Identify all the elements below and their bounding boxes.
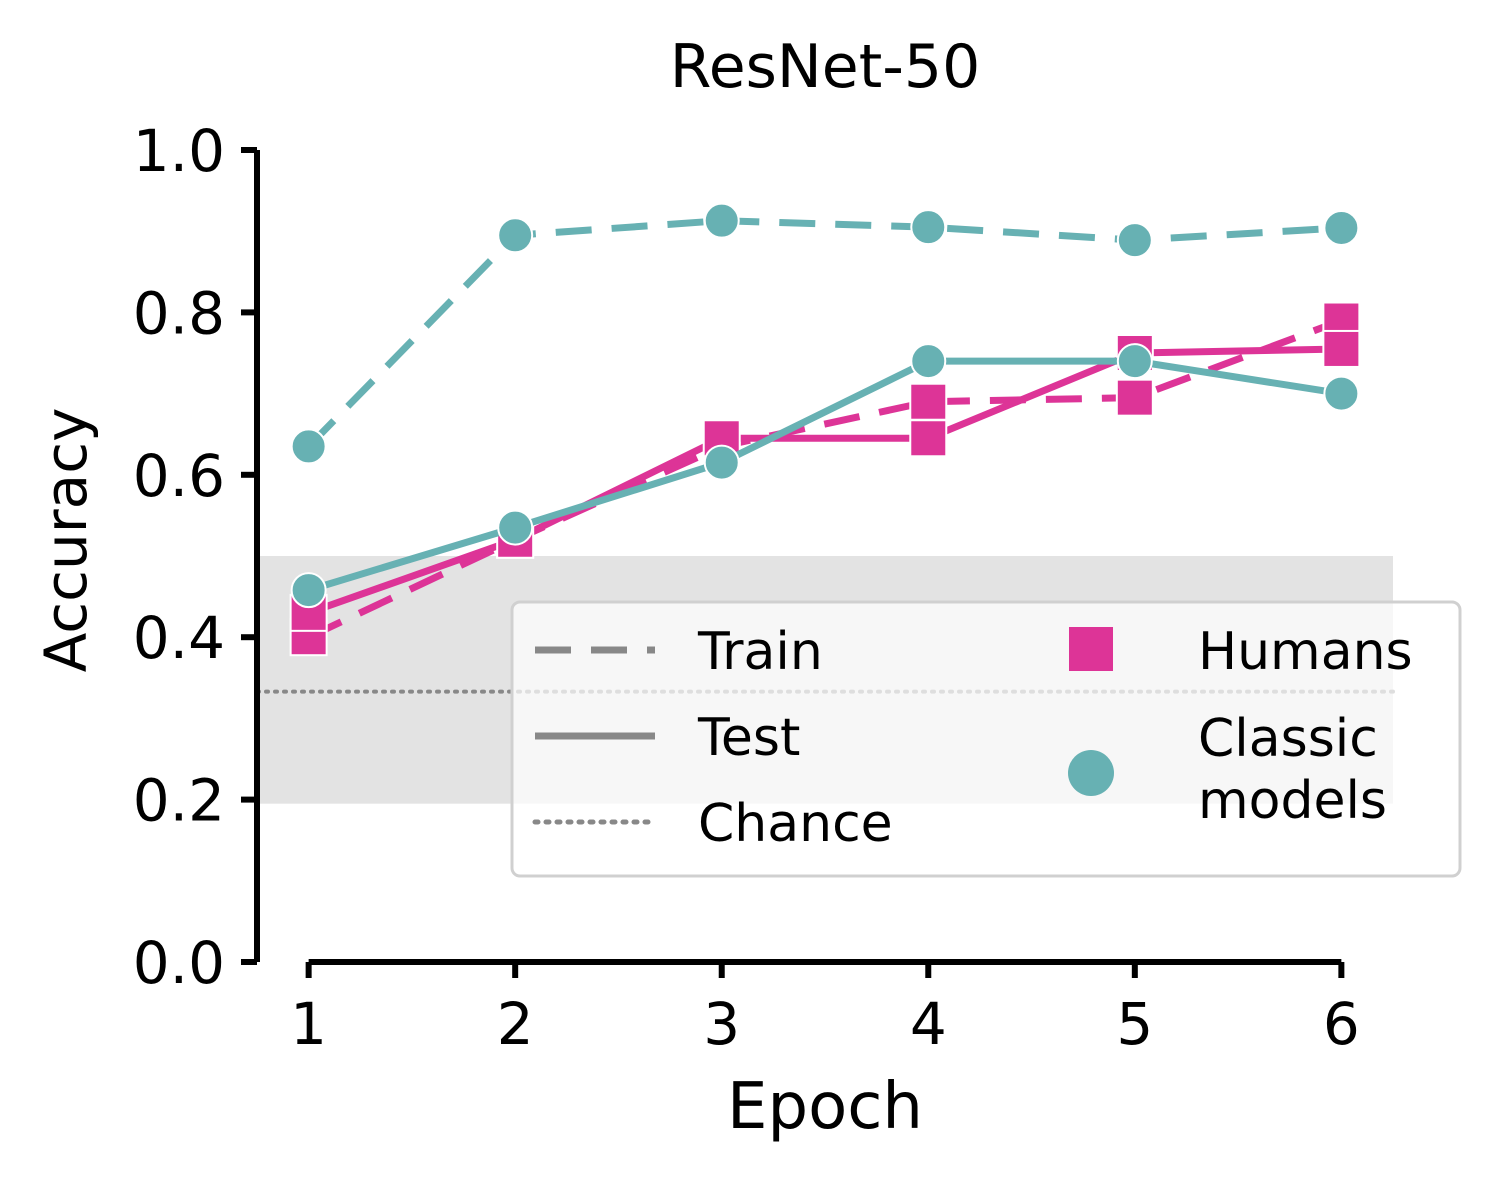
x-axis-label: Epoch [727, 1070, 923, 1144]
data-point-circle [497, 509, 534, 546]
data-point-circle [1116, 222, 1153, 259]
series-classic-models-train [290, 202, 1360, 465]
data-point-circle [290, 572, 327, 609]
data-point-circle [703, 202, 740, 239]
series-classic-models-test [290, 343, 1360, 609]
y-tick-label: 0.8 [133, 279, 225, 347]
y-axis-label: Accuracy [32, 408, 100, 673]
chart-title: ResNet-50 [670, 32, 981, 102]
legend-entries: Train Test Chance Humans Classic models [532, 622, 1413, 854]
series-line [307, 345, 1342, 617]
series-line [306, 217, 1342, 449]
legend-label: Test [697, 708, 800, 768]
legend-label: Train [697, 622, 823, 682]
y-tick-label: 0.0 [133, 929, 225, 997]
y-tick-label: 0.4 [133, 604, 225, 672]
data-point-square [909, 382, 948, 421]
data-point-circle [290, 428, 327, 465]
x-tick-label: 3 [703, 990, 740, 1058]
x-tick-label: 2 [497, 990, 534, 1058]
data-point-circle [703, 444, 740, 481]
x-tick-label: 1 [290, 990, 327, 1058]
series-line [307, 317, 1343, 641]
series-line [307, 357, 1342, 594]
data-point-square [909, 419, 948, 458]
data-point-circle [497, 217, 534, 254]
data-point-circle [1323, 375, 1360, 412]
data-point-circle [910, 209, 947, 246]
legend-square-swatch [1069, 627, 1113, 671]
legend-label: Humans [1198, 622, 1413, 682]
y-tick-label: 0.2 [133, 767, 225, 835]
x-tick-label: 4 [910, 990, 947, 1058]
x-ticks: 1 2 3 4 5 6 [290, 962, 1360, 1058]
x-tick-label: 5 [1116, 990, 1153, 1058]
data-point-square [1322, 329, 1361, 368]
y-ticks: 0.0 0.2 0.4 0.6 0.8 1.0 [133, 117, 257, 997]
data-point-circle [1116, 343, 1153, 380]
data-point-circle [1323, 209, 1360, 246]
legend-frame [510, 600, 1462, 878]
x-tick-label: 6 [1323, 990, 1360, 1058]
legend-circle-swatch [1068, 750, 1114, 796]
series-layer [289, 202, 1361, 657]
y-tick-label: 1.0 [133, 117, 225, 185]
legend: Train Test Chance Humans Classic models [510, 600, 1462, 878]
data-point-square [1115, 378, 1154, 417]
legend-label: Classic models [1198, 709, 1387, 831]
data-point-circle [910, 343, 947, 380]
legend-label: Chance [698, 794, 893, 854]
y-tick-label: 0.6 [133, 442, 225, 510]
